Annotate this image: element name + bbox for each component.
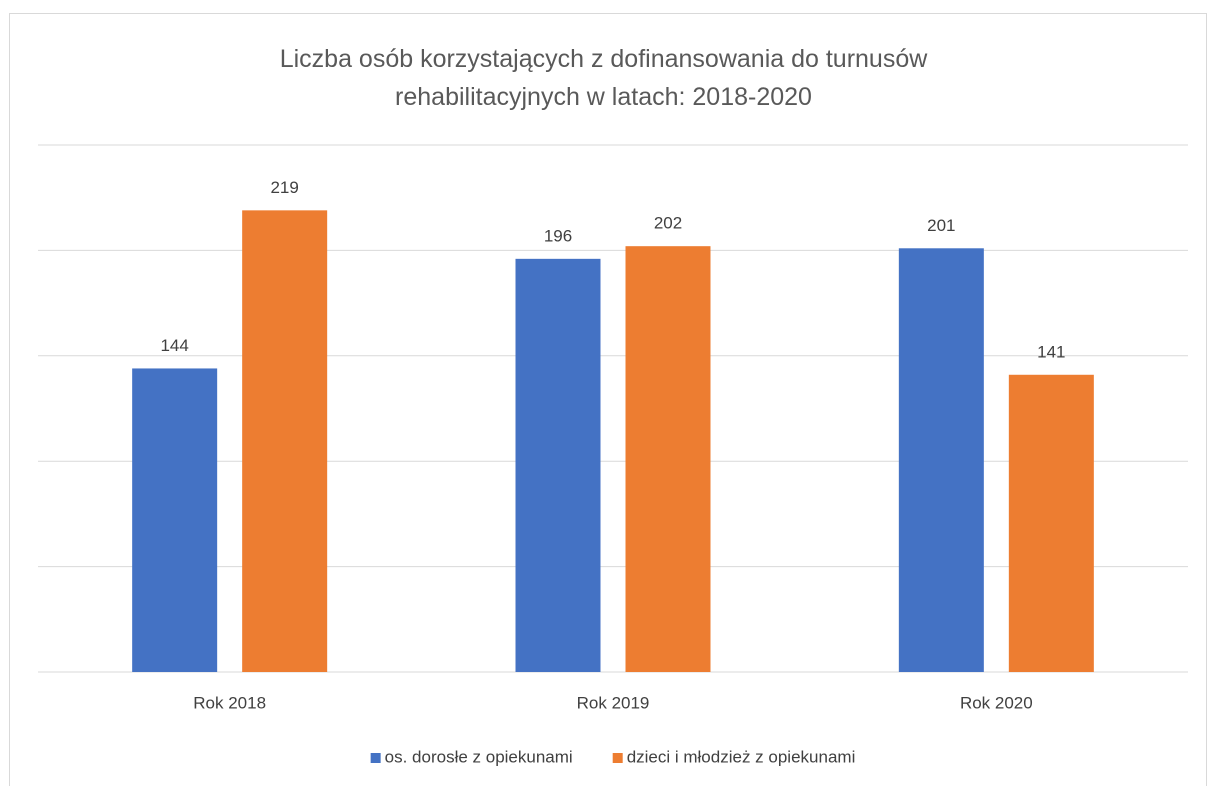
bar	[625, 246, 711, 672]
x-tick-label: Rok 2020	[960, 693, 1033, 712]
x-tick-label: Rok 2019	[577, 693, 650, 712]
legend-label: os. dorosłe z opiekunami	[385, 747, 573, 766]
legend-swatch	[370, 753, 381, 763]
bar	[898, 248, 984, 673]
bar	[242, 210, 328, 672]
bar	[515, 258, 601, 672]
bar	[132, 368, 218, 672]
x-tick-label: Rok 2018	[193, 693, 266, 712]
data-label: 201	[927, 216, 955, 235]
legend-swatch	[612, 753, 623, 763]
data-label: 141	[1037, 342, 1065, 361]
data-label: 196	[544, 226, 572, 245]
chart-title: Liczba osób korzystających z dofinansowa…	[279, 45, 928, 111]
data-label: 219	[270, 178, 298, 197]
legend-label: dzieci i młodzież z opiekunami	[627, 747, 856, 766]
data-label: 144	[160, 336, 188, 355]
bar	[1008, 374, 1094, 672]
data-label: 202	[654, 214, 682, 233]
